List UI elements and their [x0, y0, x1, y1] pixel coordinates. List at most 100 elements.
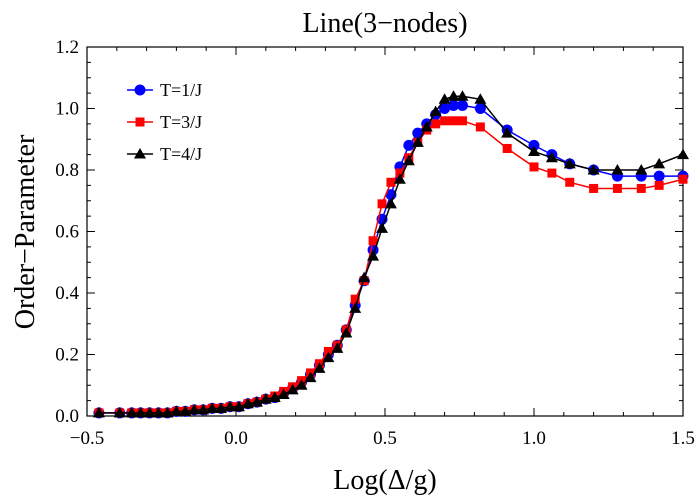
y-tick-label: 0.2	[55, 345, 79, 366]
data-point	[502, 143, 512, 153]
data-point	[313, 362, 326, 373]
data-point	[197, 403, 210, 415]
chart-title: Line(3−nodes)	[302, 8, 467, 39]
x-axis-label: Log(Δ/g)	[333, 465, 437, 496]
data-point	[322, 351, 335, 363]
x-tick-label: −0.5	[70, 428, 104, 449]
data-point	[143, 406, 156, 418]
data-point	[528, 139, 540, 151]
data-point	[286, 383, 299, 395]
series-line	[98, 120, 684, 414]
data-point	[653, 157, 666, 169]
legend-label: T=1/J	[160, 80, 202, 100]
data-point	[386, 177, 396, 187]
x-tick-label: 0.5	[373, 428, 397, 449]
data-point	[403, 139, 415, 151]
data-point	[395, 168, 405, 178]
data-point	[412, 127, 424, 139]
data-point	[384, 197, 397, 209]
data-point	[529, 162, 539, 172]
data-point	[241, 397, 254, 409]
data-point	[528, 145, 540, 157]
data-point	[474, 93, 487, 104]
data-point	[420, 120, 433, 132]
legend: T=1/J T=3/J T=4/J	[127, 80, 202, 164]
data-point	[456, 90, 469, 101]
axis-ticks: −0.5 0.0 0.5 1.0 1.50.00.20.40.60.81.01.2	[55, 37, 695, 449]
data-point	[636, 183, 646, 193]
data-point	[611, 164, 624, 175]
y-tick-label: 1.2	[55, 37, 79, 58]
data-point	[431, 119, 441, 129]
data-point	[340, 326, 353, 338]
data-point	[635, 164, 648, 175]
y-tick-label: 0.4	[55, 283, 79, 304]
data-point	[393, 173, 406, 184]
data-point	[224, 400, 237, 412]
data-point	[376, 222, 389, 233]
legend-marker	[135, 117, 145, 127]
y-tick-label: 1.0	[55, 99, 79, 120]
legend-item: T=1/J	[127, 80, 202, 100]
data-point	[170, 405, 183, 416]
series-layer	[92, 90, 689, 419]
data-point	[358, 271, 371, 283]
data-point	[179, 405, 192, 416]
y-tick-label: 0.6	[55, 222, 79, 243]
data-point	[134, 406, 147, 418]
x-tick-label: 1.0	[522, 428, 546, 449]
series-3	[92, 90, 689, 418]
data-point	[304, 371, 317, 383]
data-point	[612, 183, 622, 193]
data-point	[449, 116, 459, 126]
data-point	[350, 294, 360, 304]
data-point	[475, 122, 485, 132]
legend-marker	[134, 148, 146, 159]
legend-label: T=4/J	[160, 144, 202, 164]
data-point	[677, 148, 689, 160]
data-point	[113, 406, 126, 418]
legend-item: T=4/J	[127, 144, 202, 164]
data-point	[367, 250, 380, 261]
data-point	[447, 90, 460, 101]
data-point	[92, 406, 105, 418]
data-point	[587, 164, 600, 175]
data-point	[654, 180, 664, 190]
data-point	[474, 103, 486, 114]
data-point	[215, 402, 228, 413]
y-axis-label: Order−Parameter	[10, 134, 41, 329]
data-point	[457, 116, 467, 126]
data-point	[440, 116, 450, 126]
data-point	[323, 346, 333, 356]
data-point	[188, 403, 201, 415]
data-point	[501, 127, 514, 138]
data-point	[152, 406, 165, 418]
legend-marker	[134, 84, 146, 96]
data-point	[349, 302, 362, 313]
y-tick-label: 0.0	[55, 406, 79, 427]
data-point	[377, 199, 387, 209]
data-point	[125, 406, 138, 418]
data-point	[277, 388, 290, 399]
y-tick-label: 0.8	[55, 160, 79, 181]
data-point	[456, 99, 468, 111]
data-point	[232, 400, 245, 412]
data-point	[411, 136, 424, 147]
data-point	[250, 396, 263, 407]
data-point	[402, 154, 415, 166]
data-point	[589, 183, 599, 193]
x-tick-label: 1.5	[671, 428, 695, 449]
legend-item: T=3/J	[127, 112, 202, 132]
data-point	[563, 157, 576, 169]
data-point	[295, 379, 308, 390]
data-point	[259, 393, 272, 404]
data-point	[268, 391, 281, 403]
data-point	[545, 151, 558, 163]
data-point	[429, 105, 442, 117]
data-point	[678, 174, 688, 184]
data-point	[565, 177, 575, 187]
data-point	[206, 402, 219, 413]
data-point	[653, 170, 665, 182]
data-point	[161, 406, 174, 418]
